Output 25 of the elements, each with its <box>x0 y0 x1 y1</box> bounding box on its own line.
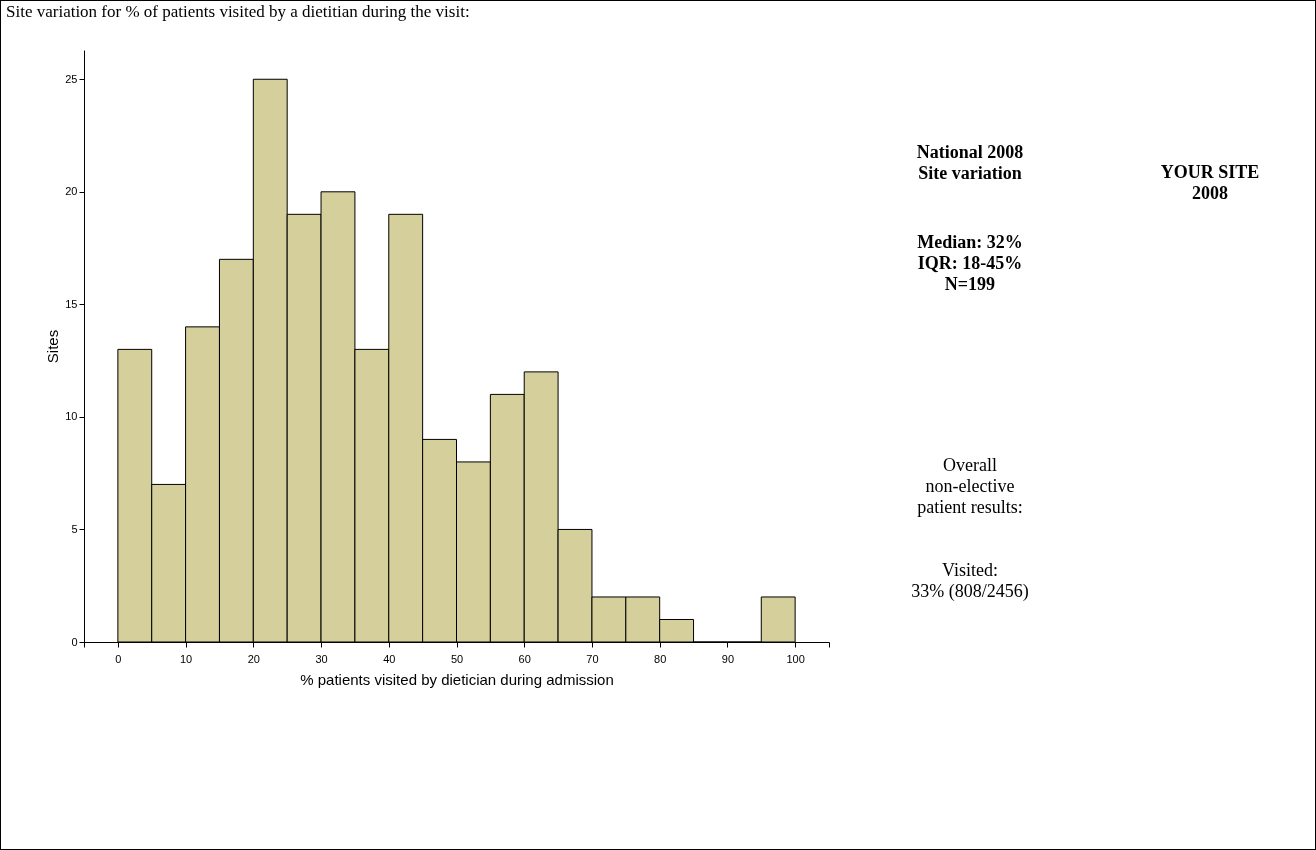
x-tick-label: 100 <box>786 652 805 665</box>
text: Median: 32% IQR: 18-45% N=199 <box>916 232 1024 296</box>
x-tick-label: 0 <box>115 652 122 665</box>
x-tick-label: 20 <box>247 652 260 665</box>
text: Overall non-elective patient results: <box>916 455 1024 519</box>
x-tick-label: 90 <box>721 652 735 665</box>
chart-title: Site variation for % of patients visited by a dietitian during the visit: <box>6 2 470 22</box>
x-tick-label: 10 <box>179 652 193 665</box>
y-tick-label: 5 <box>71 522 78 535</box>
y-tick-label: 25 <box>65 72 78 85</box>
text: Visited: 33% (808/2456) <box>910 560 1030 603</box>
x-tick-label: 60 <box>518 652 531 665</box>
text: YOUR SITE 2008 <box>1159 162 1261 205</box>
x-tick-label: 80 <box>654 652 667 665</box>
text: National 2008 Site variation <box>915 142 1025 185</box>
y-tick-label: 15 <box>65 297 78 310</box>
y-axis-title: Sites <box>44 329 62 364</box>
y-tick-label: 0 <box>71 635 78 648</box>
x-tick-label: 70 <box>586 652 599 665</box>
x-tick-label: 30 <box>315 652 328 665</box>
x-axis-title: % patients visited by dietician during admission <box>300 670 614 688</box>
x-tick-label: 40 <box>383 652 396 665</box>
x-tick-label: 50 <box>450 652 464 665</box>
y-tick-label: 20 <box>65 185 78 198</box>
y-tick-label: 10 <box>65 410 78 423</box>
